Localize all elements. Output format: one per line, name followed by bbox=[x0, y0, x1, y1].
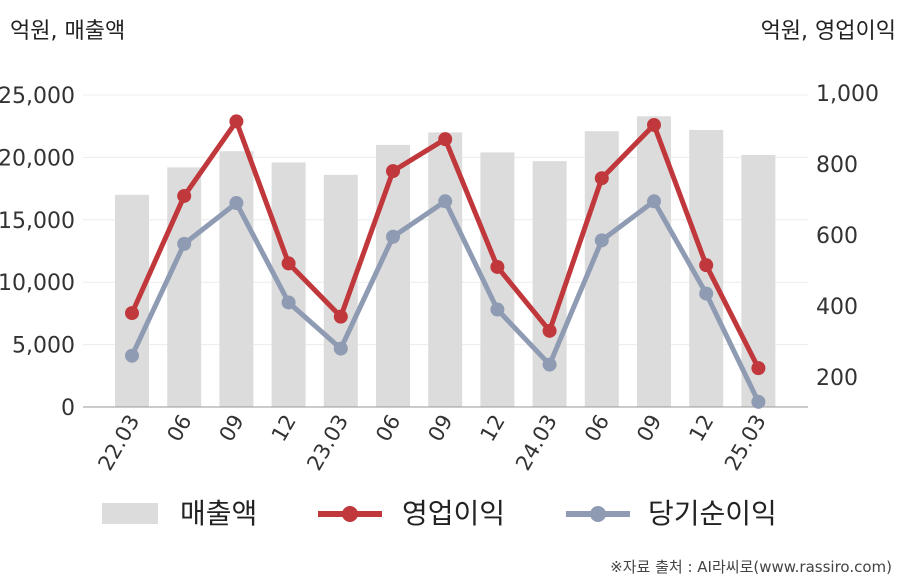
revenue-bar bbox=[167, 167, 202, 407]
operating-profit-point bbox=[699, 258, 714, 273]
x-tick-label: 23.03 bbox=[302, 411, 353, 475]
operating-profit-point bbox=[125, 306, 139, 321]
legend-marker-operating-profit bbox=[342, 506, 358, 522]
x-tick-label: 06 bbox=[371, 411, 405, 446]
right-tick-label: 400 bbox=[816, 295, 858, 320]
legend-swatch-revenue bbox=[102, 503, 158, 524]
right-tick-label: 1,000 bbox=[816, 82, 879, 107]
operating-profit-point bbox=[177, 188, 192, 203]
right-axis-title: 억원, 영업이익 bbox=[761, 19, 896, 44]
right-tick-label: 200 bbox=[816, 366, 858, 391]
source-note: ※자료 출처 : AI라씨로(www.rassiro.com) bbox=[610, 558, 892, 576]
left-tick-label: 0 bbox=[61, 396, 75, 421]
operating-profit-point bbox=[751, 361, 766, 376]
left-tick-label: 10,000 bbox=[0, 271, 75, 296]
x-tick-label: 12 bbox=[476, 411, 510, 446]
right-tick-label: 800 bbox=[816, 153, 858, 178]
x-axis-ticks: 22.03 06 09 12 23.03 06 09 12 24.03 06 09 12 25.03 bbox=[93, 411, 770, 475]
operating-profit-point bbox=[229, 114, 244, 129]
legend-label-net-income: 당기순이익 bbox=[648, 497, 777, 530]
operating-profit-point bbox=[281, 256, 296, 271]
net-income-point bbox=[699, 286, 714, 301]
x-tick-label: 12 bbox=[267, 411, 301, 446]
left-tick-label: 25,000 bbox=[0, 84, 75, 109]
net-income-point bbox=[333, 341, 348, 356]
revenue-bar bbox=[219, 151, 254, 407]
net-income-point bbox=[594, 233, 609, 248]
revenue-bar bbox=[376, 144, 410, 408]
x-tick-label: 12 bbox=[684, 411, 718, 446]
left-tick-label: 15,000 bbox=[0, 209, 75, 234]
x-tick-label: 09 bbox=[632, 411, 666, 446]
legend-label-operating-profit: 영업이익 bbox=[402, 497, 505, 530]
revenue-bar bbox=[323, 174, 358, 407]
operating-profit-point bbox=[490, 259, 505, 274]
net-income-point bbox=[229, 196, 244, 211]
net-income-point bbox=[647, 194, 661, 209]
net-income-point bbox=[125, 348, 139, 363]
operating-profit-point bbox=[647, 117, 661, 132]
net-income-point bbox=[542, 357, 557, 372]
x-tick-label: 09 bbox=[215, 411, 249, 446]
x-tick-label: 06 bbox=[580, 411, 614, 446]
net-income-point bbox=[751, 394, 766, 409]
operating-profit-point bbox=[542, 323, 557, 338]
revenue-bar bbox=[637, 116, 671, 407]
net-income-point bbox=[386, 229, 400, 244]
legend-label-revenue: 매출액 bbox=[180, 497, 257, 530]
left-axis-ticks: 0 5,000 10,000 15,000 20,000 25,000 bbox=[0, 84, 75, 421]
x-tick-label: 22.03 bbox=[93, 411, 144, 475]
x-tick-label: 09 bbox=[423, 411, 457, 446]
operating-profit-point bbox=[333, 309, 348, 324]
x-tick-label: 06 bbox=[162, 411, 196, 446]
legend-marker-net-income bbox=[590, 506, 606, 522]
right-axis-ticks: 200 400 600 800 1,000 bbox=[816, 82, 879, 391]
net-income-point bbox=[281, 295, 296, 310]
net-income-point bbox=[177, 236, 192, 251]
x-tick-label: 24.03 bbox=[511, 411, 562, 475]
left-axis-title: 억원, 매출액 bbox=[10, 19, 125, 44]
revenue-bar bbox=[115, 194, 149, 407]
left-tick-label: 5,000 bbox=[12, 334, 75, 359]
x-tick-label: 25.03 bbox=[720, 411, 771, 475]
bars bbox=[115, 116, 776, 408]
revenue-bar bbox=[428, 132, 463, 407]
right-tick-label: 600 bbox=[816, 224, 858, 249]
operating-profit-point bbox=[386, 164, 400, 179]
net-income-point bbox=[438, 194, 453, 209]
lines bbox=[125, 114, 766, 409]
legend: 매출액 영업이익 당기순이익 bbox=[102, 497, 777, 530]
left-tick-label: 20,000 bbox=[0, 146, 75, 171]
operating-profit-point bbox=[438, 132, 453, 147]
net-income-point bbox=[490, 302, 505, 317]
operating-profit-point bbox=[594, 171, 609, 186]
